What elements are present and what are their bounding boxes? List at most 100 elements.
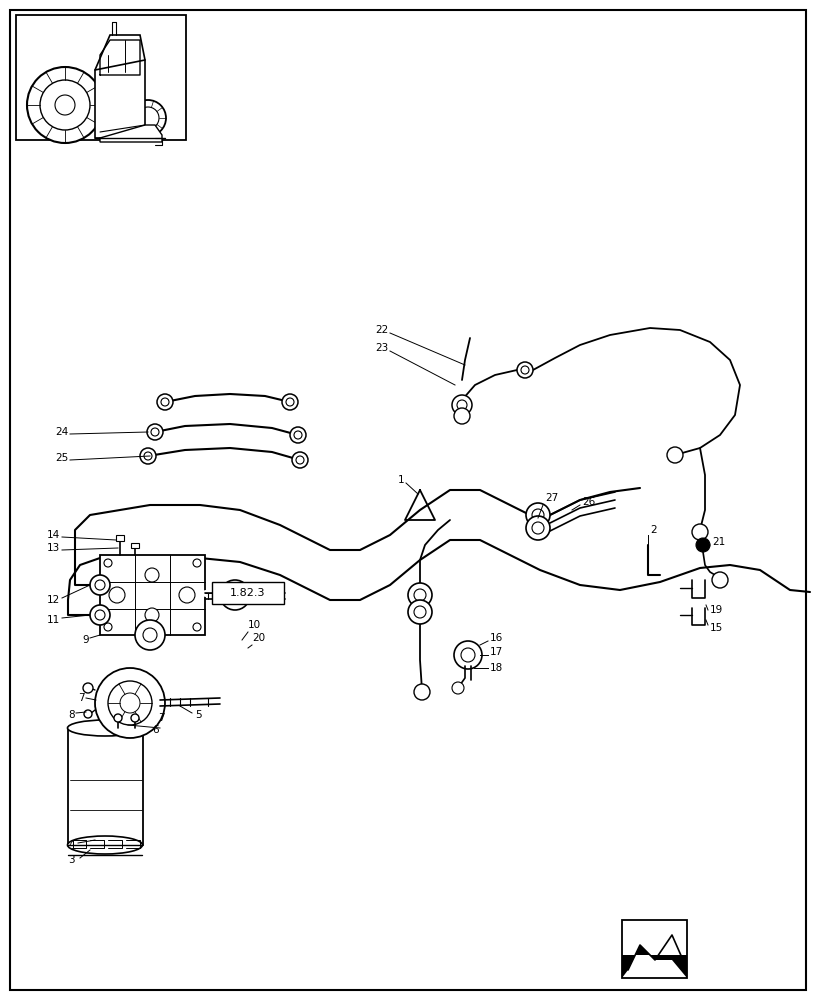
Text: 25: 25 [55, 453, 68, 463]
Polygon shape [95, 35, 145, 138]
Text: 17: 17 [490, 647, 503, 657]
Text: 18: 18 [490, 663, 503, 673]
Circle shape [104, 623, 112, 631]
Text: 19: 19 [710, 605, 723, 615]
Polygon shape [100, 125, 162, 142]
Text: 21: 21 [712, 537, 725, 547]
Text: 1.82.3: 1.82.3 [230, 588, 266, 598]
Polygon shape [622, 945, 687, 978]
Circle shape [294, 431, 302, 439]
Bar [116, 535, 124, 541]
Circle shape [286, 398, 294, 406]
Text: 1: 1 [398, 475, 405, 485]
Circle shape [131, 714, 139, 722]
Text: 24: 24 [55, 427, 68, 437]
Circle shape [292, 452, 308, 468]
Circle shape [90, 575, 110, 595]
Text: 13: 13 [47, 543, 60, 553]
Text: 26: 26 [582, 497, 595, 507]
Circle shape [692, 524, 708, 540]
Circle shape [95, 580, 105, 590]
Circle shape [151, 428, 159, 436]
Circle shape [454, 641, 482, 669]
Circle shape [40, 80, 90, 130]
Circle shape [517, 362, 533, 378]
Circle shape [667, 447, 683, 463]
Circle shape [147, 424, 163, 440]
Text: 7: 7 [78, 693, 85, 703]
Text: 20: 20 [252, 633, 265, 643]
Circle shape [143, 628, 157, 642]
Circle shape [90, 605, 110, 625]
Circle shape [114, 714, 122, 722]
Circle shape [526, 516, 550, 540]
Text: 10: 10 [248, 620, 261, 630]
Circle shape [290, 427, 306, 443]
Circle shape [179, 587, 195, 603]
Circle shape [95, 668, 165, 738]
Circle shape [408, 583, 432, 607]
Circle shape [461, 648, 475, 662]
Bar [622, 920, 687, 978]
Circle shape [104, 559, 112, 567]
Circle shape [696, 538, 710, 552]
Circle shape [108, 681, 152, 725]
Circle shape [452, 395, 472, 415]
Circle shape [145, 568, 159, 582]
Circle shape [83, 683, 93, 693]
Text: 23: 23 [375, 343, 388, 353]
Ellipse shape [68, 836, 143, 854]
Text: 2: 2 [650, 525, 657, 535]
Text: 3: 3 [68, 855, 74, 865]
Text: 12: 12 [47, 595, 60, 605]
Text: 8: 8 [68, 710, 74, 720]
Ellipse shape [68, 720, 143, 736]
Circle shape [521, 366, 529, 374]
Circle shape [408, 600, 432, 624]
Circle shape [414, 589, 426, 601]
Circle shape [532, 509, 544, 521]
Circle shape [452, 682, 464, 694]
Circle shape [135, 620, 165, 650]
Bar [100, 555, 205, 635]
Circle shape [145, 608, 159, 622]
Text: 15: 15 [710, 623, 723, 633]
Circle shape [526, 503, 550, 527]
Circle shape [140, 448, 156, 464]
Circle shape [144, 452, 152, 460]
Text: 6: 6 [152, 725, 158, 735]
Circle shape [414, 684, 430, 700]
Bar [68, 730, 143, 845]
Circle shape [84, 710, 92, 718]
Text: 9: 9 [82, 635, 89, 645]
Circle shape [137, 107, 159, 129]
Text: 27: 27 [545, 493, 558, 503]
Circle shape [193, 623, 201, 631]
Circle shape [109, 587, 125, 603]
Circle shape [130, 100, 166, 136]
Text: 5: 5 [195, 710, 202, 720]
Text: 11: 11 [47, 615, 60, 625]
Circle shape [457, 400, 467, 410]
Circle shape [220, 580, 250, 610]
Circle shape [454, 408, 470, 424]
Text: 4: 4 [68, 840, 74, 850]
Bar [16, 15, 186, 140]
Circle shape [282, 394, 298, 410]
Circle shape [95, 610, 105, 620]
Text: 7: 7 [158, 713, 165, 723]
Circle shape [414, 606, 426, 618]
Bar [212, 582, 284, 604]
Circle shape [712, 572, 728, 588]
Circle shape [157, 394, 173, 410]
Text: 22: 22 [375, 325, 388, 335]
Circle shape [532, 522, 544, 534]
Circle shape [161, 398, 169, 406]
Circle shape [227, 587, 243, 603]
Circle shape [55, 95, 75, 115]
Text: 14: 14 [47, 530, 60, 540]
Bar [131, 543, 139, 548]
Circle shape [296, 456, 304, 464]
Circle shape [120, 693, 140, 713]
Circle shape [27, 67, 103, 143]
